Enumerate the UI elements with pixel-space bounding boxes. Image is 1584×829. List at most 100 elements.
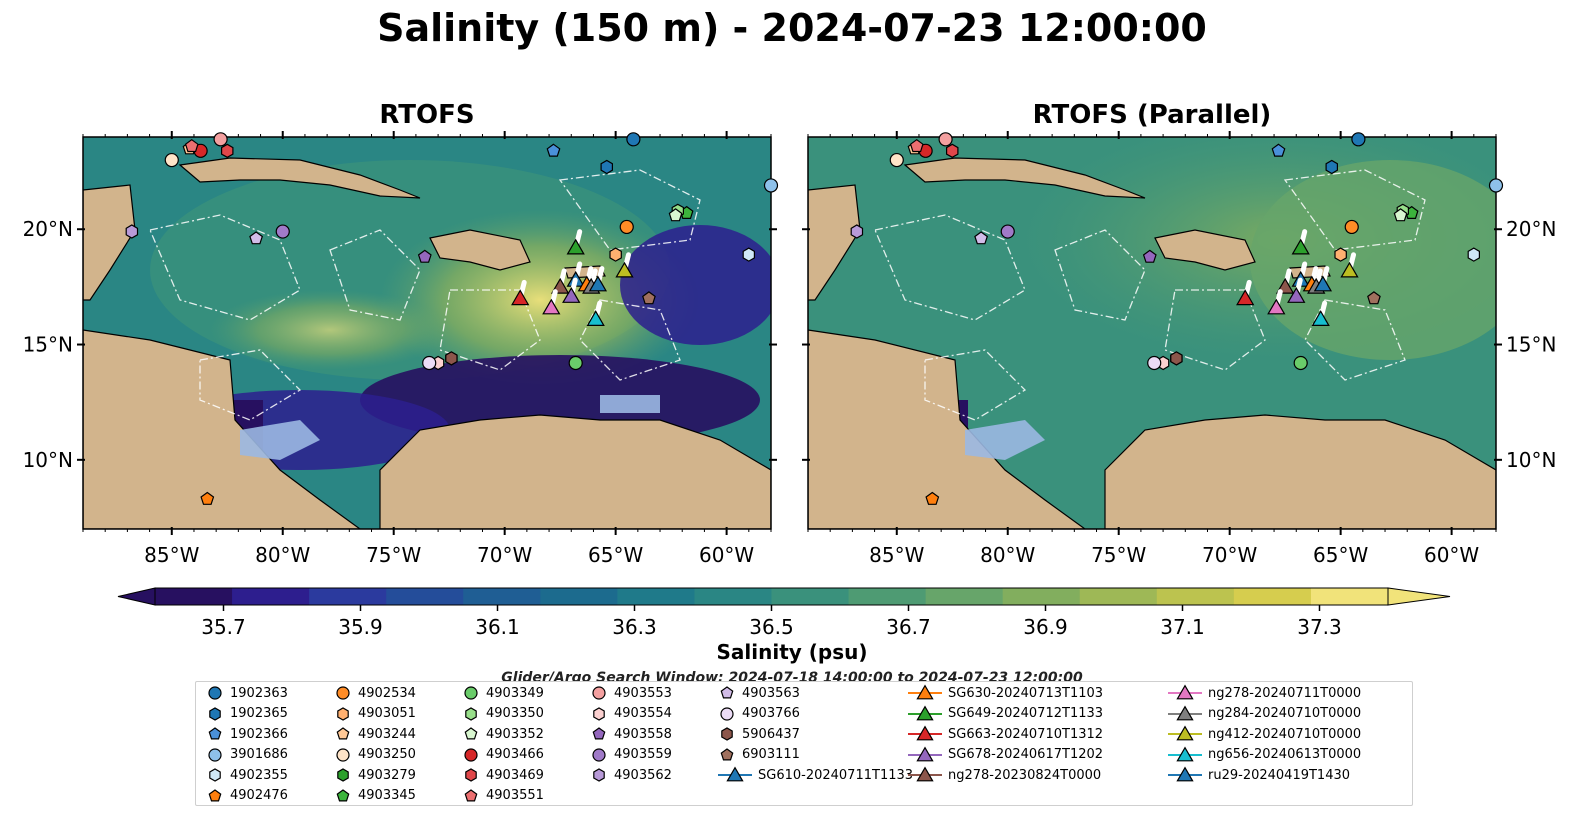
legend-marker xyxy=(1176,725,1194,741)
argo-float-4903551 xyxy=(909,138,924,153)
colorbar-segment xyxy=(617,588,695,605)
legend-item: 4903551 xyxy=(462,787,544,805)
legend-item: 4902355 xyxy=(206,766,288,784)
legend-hexagon-icon xyxy=(337,768,349,782)
argo-float-4903352 xyxy=(1393,208,1408,222)
legend-marker xyxy=(1176,746,1194,761)
argo-float-4903553 xyxy=(213,132,228,147)
glider-SG678-20240617T1202 xyxy=(562,287,581,303)
legend-label: 4903466 xyxy=(486,747,544,762)
lon-tick-label: 65°W xyxy=(588,543,643,567)
shelf-nicaragua xyxy=(965,420,1045,460)
legend-label: 4903562 xyxy=(614,767,672,783)
legend-marker xyxy=(916,684,934,700)
legend-circle-icon xyxy=(464,747,478,762)
legend-hexagon-icon xyxy=(593,768,605,782)
legend-hexagon-icon xyxy=(465,706,477,721)
figure-title: Salinity (150 m) - 2024-07-23 12:00:00 xyxy=(377,6,1207,50)
legend-item: 4903345 xyxy=(334,787,416,805)
colorbar-segment xyxy=(1156,588,1235,605)
eddy-contours xyxy=(874,169,1426,421)
legend-label: 3901686 xyxy=(230,747,288,762)
legend-marker xyxy=(464,747,478,762)
legend-label: ng656-20240613T0000 xyxy=(1208,747,1362,762)
lat-tick-label: 15°N xyxy=(23,333,73,357)
legend-item: SG630-20240713T1103 xyxy=(908,684,1103,702)
legend-marker xyxy=(464,727,478,740)
legend-marker xyxy=(208,788,222,801)
legend-circle-icon xyxy=(464,686,478,700)
legend-item: SG663-20240710T1312 xyxy=(908,725,1103,743)
lon-tick-label: 75°W xyxy=(366,543,421,567)
argo-float-4902534 xyxy=(619,219,634,235)
legend-item: 4903244 xyxy=(334,725,416,743)
legend-item: ng656-20240613T0000 xyxy=(1168,746,1361,764)
glider-SG678-20240617T1202 xyxy=(1287,287,1306,303)
legend-marker xyxy=(1176,766,1194,782)
argo-float-4903766 xyxy=(422,355,437,371)
legend-label: SG663-20240710T1312 xyxy=(948,726,1104,742)
glider-SG649-20240712T1133 xyxy=(566,238,585,255)
legend-item: 4903766 xyxy=(718,705,800,723)
lon-tick-label: 85°W xyxy=(144,543,199,567)
legend-label: SG649-20240712T1133 xyxy=(948,706,1104,721)
legend-item: 4903352 xyxy=(462,725,544,743)
glider-SG663-20240710T1312 xyxy=(511,289,530,306)
legend-circle-icon xyxy=(208,747,222,762)
colorbar-segment xyxy=(232,588,310,605)
legend-triangle-icon xyxy=(908,746,942,761)
argo-float-4903250 xyxy=(164,152,179,168)
legend-label: 4902355 xyxy=(230,767,288,783)
legend-item: 3901686 xyxy=(206,746,288,764)
legend-marker xyxy=(336,686,350,700)
land-hispaniola xyxy=(1154,229,1256,271)
colorbar-tick-label: 36.5 xyxy=(749,615,794,639)
legend-item: ng412-20240710T0000 xyxy=(1168,725,1361,743)
legend-pentagon-icon xyxy=(592,727,606,740)
argo-float-5906437 xyxy=(445,351,458,366)
legend-marker xyxy=(592,747,606,762)
legend-pentagon-icon xyxy=(336,788,350,801)
colorbar-segment xyxy=(694,588,772,605)
legend-marker xyxy=(592,686,606,700)
shelf-nicaragua xyxy=(240,420,320,460)
axis-ticks: 85°W 80°W 75°W 70°W 65°W 60°W 20°N 15°N 10°N 85°W… xyxy=(23,131,1556,567)
land-south-america xyxy=(379,414,771,529)
legend-label: 4903558 xyxy=(614,726,672,742)
legend-label: ng278-20240711T0000 xyxy=(1208,685,1362,701)
legend-hexagon-icon xyxy=(337,706,349,721)
legend-marker xyxy=(208,747,222,762)
legend-item: 4903250 xyxy=(334,746,416,764)
map-frame-left xyxy=(82,136,772,530)
colorbar-tick-label: 37.1 xyxy=(1160,615,1205,639)
argo-float-4902476 xyxy=(925,491,940,505)
colorbar-segment xyxy=(1002,588,1081,605)
colorbar-segment xyxy=(848,588,927,605)
legend-item: 4903554 xyxy=(590,705,672,723)
lon-tick-label: 75°W xyxy=(1091,543,1146,567)
argo-float-6903111 xyxy=(1367,291,1381,305)
legend-label: 4903551 xyxy=(486,788,544,803)
glider-SG649-20240712T1133 xyxy=(1291,238,1310,255)
argo-float-4903558 xyxy=(417,249,432,263)
legend-item: 4903558 xyxy=(590,725,672,743)
lon-tick-label: 60°W xyxy=(1424,543,1479,567)
argo-float-4903250 xyxy=(889,152,904,168)
lat-tick-label: 20°N xyxy=(23,217,73,241)
legend-marker xyxy=(1176,684,1194,700)
legend-label: 5906437 xyxy=(742,726,800,742)
legend-item: ng278-20230824T0000 xyxy=(908,766,1101,784)
argo-float-1902363 xyxy=(1351,132,1366,147)
legend-label: 4903051 xyxy=(358,706,416,721)
glider-ng656-20240613T0000 xyxy=(1311,310,1330,326)
legend-item: ru29-20240419T1430 xyxy=(1168,766,1350,784)
legend-item: 6903111 xyxy=(718,746,800,764)
argo-float-4903349 xyxy=(568,355,583,371)
argo-float-4903766 xyxy=(1147,355,1162,371)
lon-tick-label: 70°W xyxy=(477,543,532,567)
glider-ng412-20240710T0000 xyxy=(1340,261,1359,278)
legend-triangle-icon xyxy=(908,766,942,782)
colorbar-segment xyxy=(463,588,541,605)
legend-item: 1902365 xyxy=(206,705,288,723)
colorbar-tick-label: 37.3 xyxy=(1297,615,1342,639)
